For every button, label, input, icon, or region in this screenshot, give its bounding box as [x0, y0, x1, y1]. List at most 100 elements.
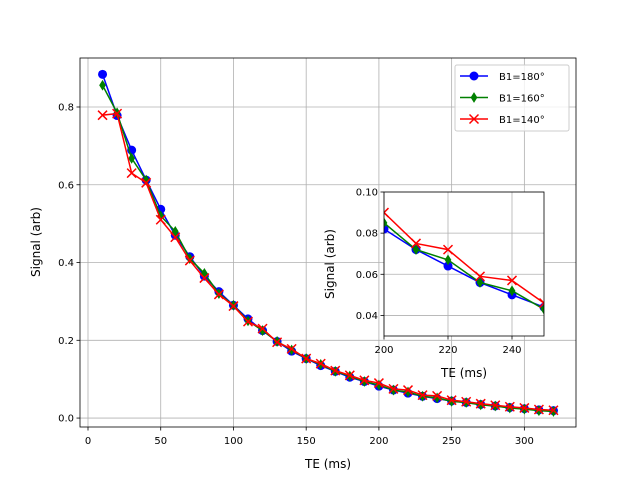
series-B1=140° — [384, 207, 544, 309]
data-point — [476, 277, 484, 288]
data-point — [213, 289, 224, 300]
data-point — [402, 385, 414, 396]
axes-frame — [383, 191, 545, 337]
data-point — [550, 406, 557, 417]
inset-y-label: Signal (arb) — [323, 229, 337, 299]
data-point — [535, 405, 543, 417]
data-point — [155, 214, 166, 225]
data-point — [461, 396, 472, 407]
data-point — [490, 400, 501, 411]
data-point — [170, 232, 181, 243]
series-B1=180° — [384, 224, 544, 312]
axes-frame — [79, 57, 577, 428]
data-point — [446, 395, 457, 406]
legend-entry: B1=140° — [460, 113, 545, 126]
data-point — [126, 168, 137, 179]
y-tick-label: 0.4 — [58, 258, 74, 269]
data-point — [477, 399, 485, 411]
x-tick-label: 200 — [369, 436, 388, 447]
data-point — [444, 254, 452, 266]
x-tick-label: 300 — [515, 436, 534, 447]
x-tick-label: 50 — [154, 436, 167, 447]
data-point — [184, 255, 195, 266]
data-point — [508, 285, 516, 297]
data-point — [442, 244, 454, 255]
data-point — [419, 390, 426, 402]
data-point — [97, 110, 108, 121]
x-tick-label: 250 — [442, 436, 461, 447]
data-point — [315, 358, 326, 369]
x-tick-label: 0 — [85, 436, 91, 447]
x-tick-label: 220 — [438, 345, 457, 356]
legend-label: B1=140° — [499, 115, 545, 126]
x-tick-label: 150 — [297, 436, 316, 447]
data-point — [538, 298, 544, 309]
data-point — [388, 383, 399, 394]
series-group — [97, 69, 559, 417]
series-B1=140° — [97, 108, 559, 416]
y-tick-label: 0.0 — [58, 414, 74, 425]
legend-label: B1=160° — [499, 94, 545, 105]
data-point — [142, 174, 150, 186]
legend: B1=180° B1=160° B1=140° — [454, 64, 570, 132]
y-tick-label: 0.04 — [356, 311, 378, 322]
data-point — [384, 224, 389, 234]
data-point — [272, 337, 283, 348]
data-point — [533, 404, 544, 415]
data-point — [99, 79, 106, 91]
data-point — [199, 273, 210, 284]
data-point — [98, 69, 108, 79]
data-point — [384, 217, 388, 229]
data-point — [548, 405, 559, 416]
series-group — [384, 207, 544, 315]
y-tick-label: 0.10 — [356, 188, 378, 199]
legend-entry: B1=160° — [460, 92, 545, 105]
legend-box — [454, 64, 570, 132]
legend-label: B1=180° — [499, 72, 545, 83]
data-point — [373, 378, 384, 389]
inset-x-label: TE (ms) — [440, 366, 487, 380]
main-y-label: Signal (arb) — [29, 207, 43, 277]
data-point — [128, 152, 136, 164]
x-tick-label: 200 — [374, 345, 393, 356]
y-tick-label: 0.08 — [356, 229, 378, 240]
data-point — [417, 390, 428, 401]
series-B1=160° — [384, 217, 544, 315]
data-point — [301, 353, 312, 364]
x-tick-label: 240 — [502, 345, 521, 356]
data-point — [288, 344, 296, 356]
data-point — [443, 261, 453, 271]
data-point — [259, 325, 266, 336]
data-point — [228, 301, 239, 312]
data-point — [504, 401, 515, 412]
inset-axes: 200 220 240 0.04 0.06 0.08 0.10 — [356, 188, 545, 356]
legend-entry: B1=180° — [460, 71, 545, 83]
data-point — [384, 207, 390, 218]
data-point — [412, 244, 420, 255]
data-point — [506, 275, 518, 286]
y-tick-label: 0.8 — [58, 102, 74, 113]
data-point — [432, 390, 443, 401]
data-point — [344, 370, 355, 381]
data-point — [474, 271, 486, 282]
data-point — [519, 402, 530, 413]
plot-area — [384, 192, 544, 336]
main-x-label: TE (ms) — [304, 457, 351, 471]
data-point — [330, 365, 341, 376]
legend-marker — [468, 113, 480, 125]
data-point — [141, 177, 152, 188]
legend-marker — [470, 92, 478, 103]
y-tick-label: 0.2 — [58, 336, 74, 347]
data-point — [112, 108, 123, 119]
x-tick-label: 100 — [224, 436, 243, 447]
data-point — [286, 343, 297, 354]
y-tick-label: 0.6 — [58, 180, 74, 191]
data-point — [242, 316, 254, 327]
data-point — [257, 323, 268, 334]
series-line — [102, 112, 554, 412]
data-point — [359, 375, 370, 386]
data-point — [540, 303, 544, 315]
data-point — [410, 238, 422, 249]
data-point — [475, 398, 486, 409]
